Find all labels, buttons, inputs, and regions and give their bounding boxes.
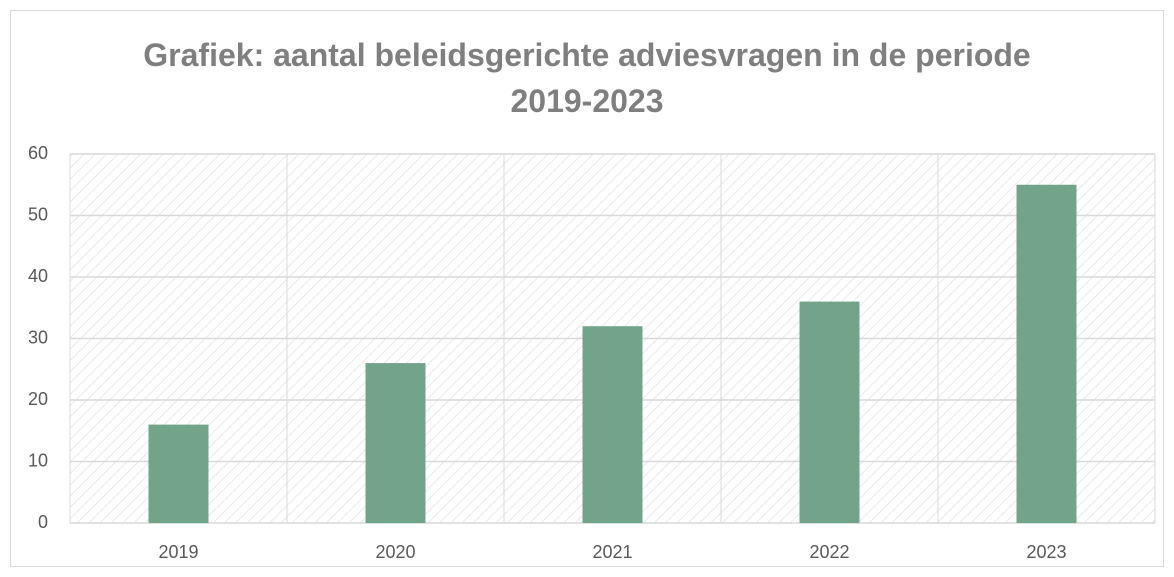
y-tick-label: 60 [28, 143, 48, 163]
bar [582, 326, 643, 523]
x-tick-label: 2022 [809, 542, 849, 562]
y-tick-label: 10 [28, 450, 48, 470]
chart-title: Grafiek: aantal beleidsgerichte adviesvr… [143, 37, 1031, 119]
y-tick-label: 20 [28, 389, 48, 409]
bar [799, 301, 860, 523]
bar [1016, 184, 1077, 523]
y-tick-label: 50 [28, 204, 48, 224]
x-tick-label: 2023 [1026, 542, 1066, 562]
x-tick-label: 2020 [375, 542, 415, 562]
bar [148, 424, 209, 523]
bar [365, 363, 426, 523]
x-tick-label: 2021 [592, 542, 632, 562]
x-tick-label: 2019 [158, 542, 198, 562]
y-tick-label: 40 [28, 266, 48, 286]
y-tick-label: 30 [28, 327, 48, 347]
y-tick-label: 0 [38, 512, 48, 532]
